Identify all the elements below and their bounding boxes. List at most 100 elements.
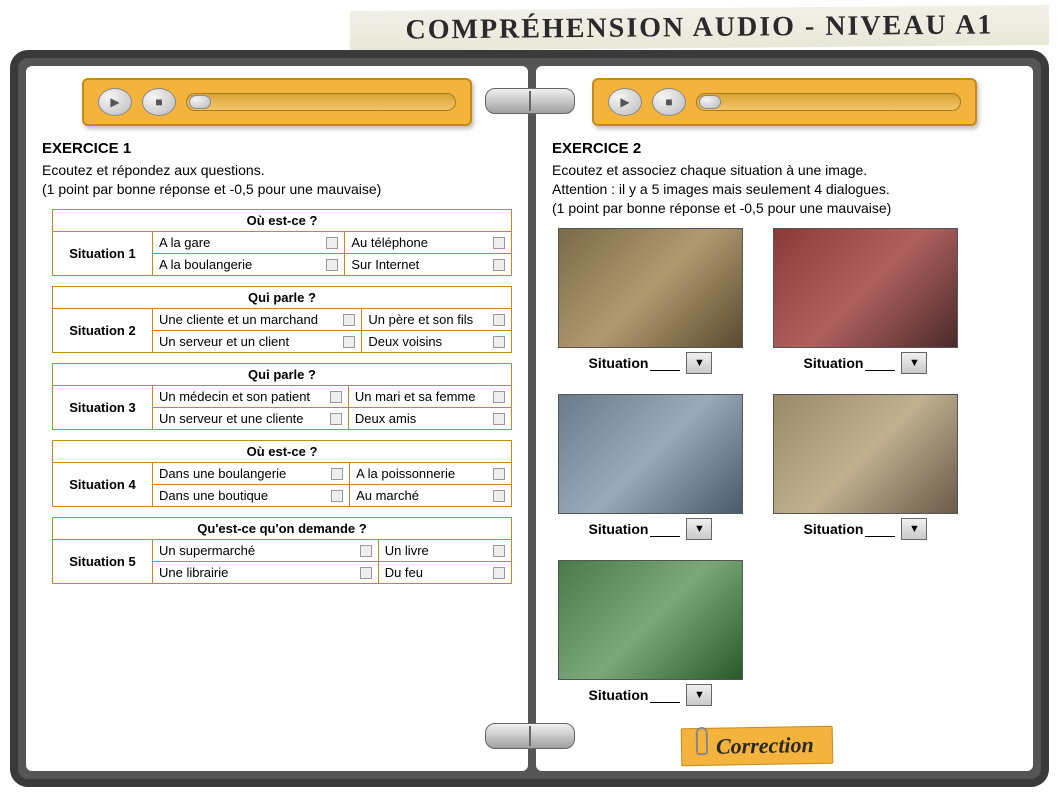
situation-label: Situation 4 [53, 462, 153, 506]
image-item: Situation ▼ [773, 394, 958, 540]
situation-block: Qu'est-ce qu'on demande ?Situation 5Un s… [42, 517, 512, 584]
option-checkbox[interactable] [331, 490, 343, 502]
option-checkbox[interactable] [493, 567, 505, 579]
paperclip-icon [696, 727, 708, 755]
audio-player-ex2: ▶ ■ [592, 78, 977, 126]
situation-dropdown[interactable]: ▼ [686, 518, 712, 540]
image-caption: Situation ▼ [589, 352, 713, 374]
option-checkbox[interactable] [343, 314, 355, 326]
situation-block: Qui parle ?Situation 2Une cliente et un … [42, 286, 512, 353]
caption-label: Situation [804, 521, 864, 537]
option-checkbox[interactable] [330, 413, 342, 425]
option-checkbox[interactable] [326, 259, 338, 271]
image-item: Situation ▼ [558, 228, 743, 374]
stop-button[interactable]: ■ [652, 88, 686, 116]
page-right: ▶ ■ EXERCICE 2 Ecoutez et associez chaqu… [536, 66, 1033, 771]
audio-seek-track[interactable] [696, 93, 961, 111]
option-checkbox[interactable] [493, 391, 505, 403]
option-cell: Un livre [378, 539, 511, 561]
option-checkbox[interactable] [493, 314, 505, 326]
ex2-instr-line1: Ecoutez et associez chaque situation à u… [552, 162, 867, 178]
situation-image [558, 228, 743, 348]
option-checkbox[interactable] [326, 237, 338, 249]
option-checkbox[interactable] [360, 567, 372, 579]
option-cell: Au marché [350, 484, 512, 506]
image-item: Situation ▼ [773, 228, 958, 374]
situation-table: Où est-ce ?Situation 1A la gareAu téléph… [52, 209, 512, 276]
audio-seek-thumb[interactable] [699, 95, 721, 109]
option-checkbox[interactable] [360, 545, 372, 557]
stop-button[interactable]: ■ [142, 88, 176, 116]
option-checkbox[interactable] [330, 391, 342, 403]
option-text: Un supermarché [159, 543, 255, 558]
answer-blank [650, 687, 680, 703]
answer-blank [650, 355, 680, 371]
option-text: A la boulangerie [159, 257, 252, 272]
play-button[interactable]: ▶ [98, 88, 132, 116]
situation-table: Qui parle ?Situation 2Une cliente et un … [52, 286, 512, 353]
option-checkbox[interactable] [493, 237, 505, 249]
option-checkbox[interactable] [493, 336, 505, 348]
situation-table: Où est-ce ?Situation 4Dans une boulanger… [52, 440, 512, 507]
situation-block: Où est-ce ?Situation 4Dans une boulanger… [42, 440, 512, 507]
image-caption: Situation ▼ [804, 518, 928, 540]
option-cell: Du feu [378, 561, 511, 583]
option-cell: Deux voisins [362, 330, 512, 352]
caption-label: Situation [589, 355, 649, 371]
option-checkbox[interactable] [331, 468, 343, 480]
situation-dropdown[interactable]: ▼ [686, 684, 712, 706]
option-checkbox[interactable] [343, 336, 355, 348]
option-text: Du feu [385, 565, 423, 580]
answer-blank [865, 521, 895, 537]
situation-dropdown[interactable]: ▼ [901, 352, 927, 374]
audio-seek-track[interactable] [186, 93, 456, 111]
option-cell: Un mari et sa femme [348, 385, 511, 407]
situation-question: Qu'est-ce qu'on demande ? [53, 517, 512, 539]
situation-dropdown[interactable]: ▼ [901, 518, 927, 540]
situation-block: Qui parle ?Situation 3Un médecin et son … [42, 363, 512, 430]
option-text: Deux amis [355, 411, 416, 426]
image-caption: Situation ▼ [589, 518, 713, 540]
correction-button[interactable]: Correction [681, 726, 833, 767]
page-title: COMPRÉHENSION AUDIO - NIVEAU A1 [350, 5, 1049, 51]
option-checkbox[interactable] [493, 413, 505, 425]
binder-clip-bottom [485, 723, 575, 749]
option-checkbox[interactable] [493, 259, 505, 271]
situation-dropdown[interactable]: ▼ [686, 352, 712, 374]
ex1-instr-line1: Ecoutez et répondez aux questions. [42, 162, 265, 178]
situation-table: Qu'est-ce qu'on demande ?Situation 5Un s… [52, 517, 512, 584]
option-text: Une librairie [159, 565, 228, 580]
option-text: A la poissonnerie [356, 466, 455, 481]
option-checkbox[interactable] [493, 545, 505, 557]
option-checkbox[interactable] [493, 468, 505, 480]
option-text: Un père et son fils [368, 312, 473, 327]
option-text: Une cliente et un marchand [159, 312, 318, 327]
caption-label: Situation [589, 521, 649, 537]
option-cell: Au téléphone [345, 231, 512, 253]
option-cell: A la boulangerie [153, 253, 345, 275]
situation-question: Où est-ce ? [53, 440, 512, 462]
exercise2-title: EXERCICE 2 [552, 140, 1017, 157]
audio-seek-thumb[interactable] [189, 95, 211, 109]
option-checkbox[interactable] [493, 490, 505, 502]
option-text: Un livre [385, 543, 429, 558]
image-caption: Situation ▼ [804, 352, 928, 374]
play-button[interactable]: ▶ [608, 88, 642, 116]
image-caption: Situation▼ [589, 684, 713, 706]
option-cell: Un serveur et un client [153, 330, 362, 352]
audio-player-ex1: ▶ ■ [82, 78, 472, 126]
exercise1-title: EXERCICE 1 [42, 140, 512, 157]
situation-label: Situation 1 [53, 231, 153, 275]
caption-label: Situation [804, 355, 864, 371]
answer-blank [865, 355, 895, 371]
situation-image [558, 560, 743, 680]
option-cell: A la poissonnerie [350, 462, 512, 484]
option-cell: Dans une boulangerie [153, 462, 350, 484]
binder-clip-top [485, 88, 575, 114]
situation-label: Situation 2 [53, 308, 153, 352]
correction-label: Correction [716, 732, 814, 760]
ex1-instr-line2: (1 point par bonne réponse et -0,5 pour … [42, 181, 381, 197]
situation-label: Situation 3 [53, 385, 153, 429]
answer-blank [650, 521, 680, 537]
option-text: Dans une boutique [159, 488, 268, 503]
